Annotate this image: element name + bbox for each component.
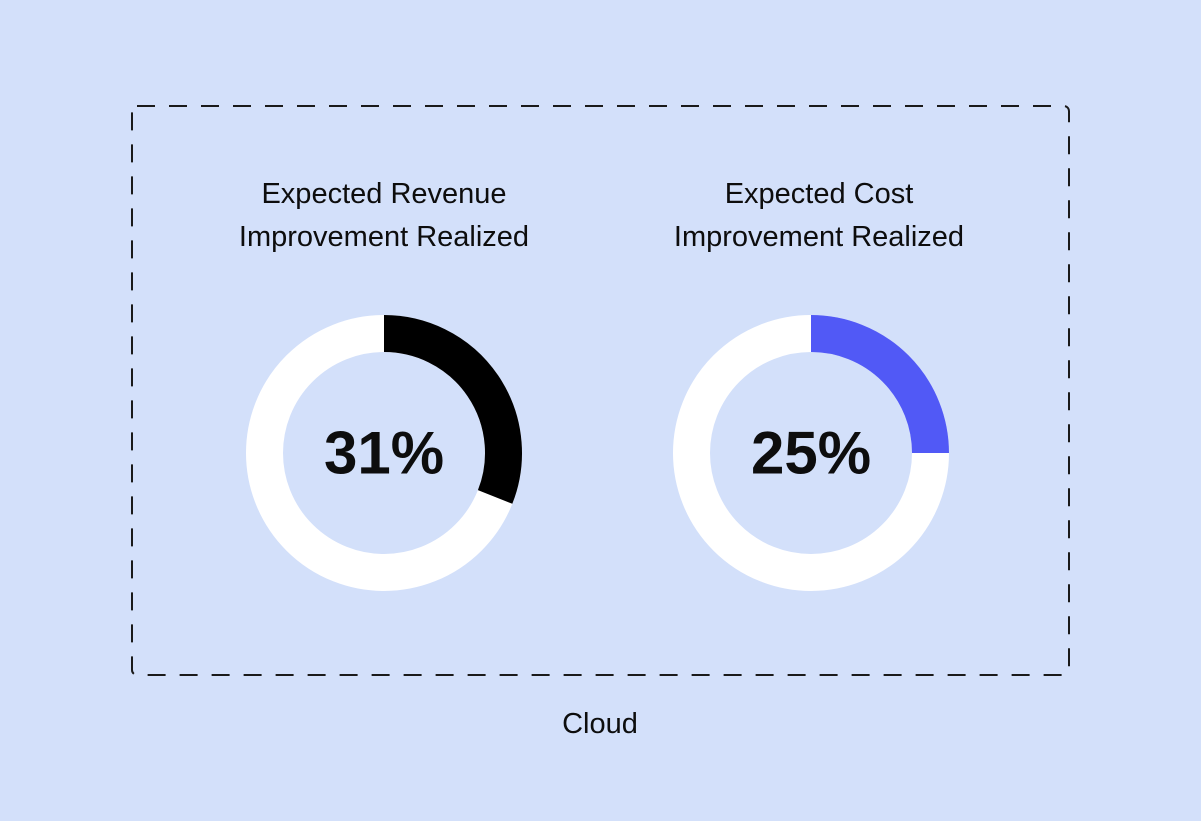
dashed-frame [131, 105, 1070, 676]
donut-value-label: 31% [324, 420, 444, 487]
chart-title-revenue: Expected Revenue Improvement Realized [174, 173, 594, 259]
title-line: Improvement Realized [238, 221, 530, 253]
chart-title-cost: Expected Cost Improvement Realized [609, 173, 1029, 259]
donut-value-arc [383, 315, 522, 504]
donut-value-arc [810, 315, 949, 454]
title-line: Improvement Realized [673, 221, 965, 253]
title-line: Expected Cost [724, 178, 914, 210]
donut-value-label: 25% [751, 420, 871, 487]
donut-chart-revenue: 31% [246, 315, 522, 591]
group-label: Cloud [562, 708, 638, 740]
donut-chart-cost: 25% [673, 315, 949, 591]
title-line: Expected Revenue [261, 178, 507, 210]
